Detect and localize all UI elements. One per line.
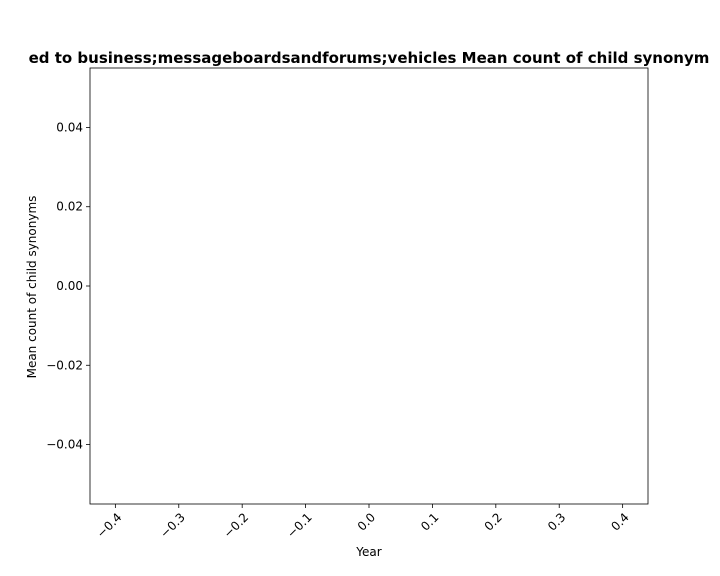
- x-axis: −0.4 −0.3 −0.2 −0.1 0.0 0.1 0.2 0.3 0.4: [94, 504, 632, 541]
- x-tick-label: −0.2: [221, 510, 252, 541]
- y-tick-label: 0.00: [56, 279, 83, 293]
- x-tick-label: −0.3: [157, 510, 188, 541]
- y-tick-label: −0.04: [46, 438, 83, 452]
- x-tick-label: 0.1: [418, 510, 441, 533]
- plot-background: [90, 68, 648, 504]
- y-axis-label: Mean count of child synonyms: [25, 196, 39, 379]
- x-tick-label: 0.4: [608, 510, 631, 533]
- y-axis: −0.04 −0.02 0.00 0.02 0.04: [46, 120, 90, 452]
- x-tick-label: −0.1: [284, 510, 315, 541]
- x-tick-label: 0.2: [482, 510, 505, 533]
- y-tick-label: −0.02: [46, 358, 83, 372]
- y-tick-label: 0.04: [56, 120, 83, 134]
- x-tick-label: 0.3: [545, 510, 568, 533]
- x-tick-label: 0.0: [355, 510, 378, 533]
- x-tick-label: −0.4: [94, 510, 125, 541]
- x-axis-label: Year: [355, 545, 381, 559]
- chart-title: ed to business;messageboardsandforums;ve…: [29, 49, 710, 67]
- y-tick-label: 0.02: [56, 200, 83, 214]
